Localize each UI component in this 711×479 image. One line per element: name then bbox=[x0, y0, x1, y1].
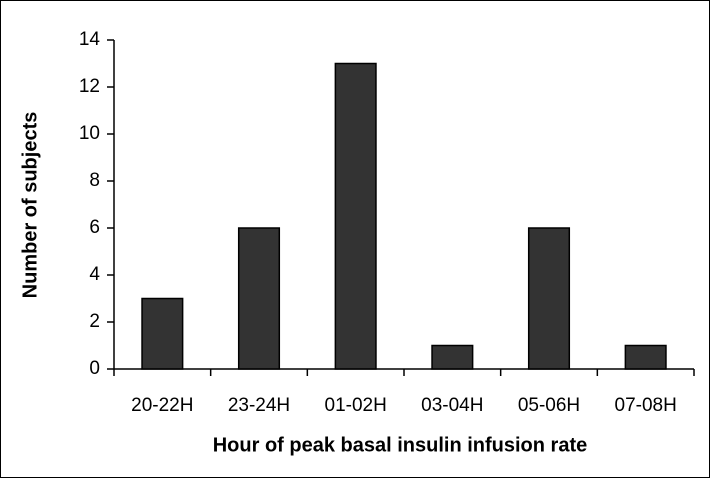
y-tick-label: 4 bbox=[89, 264, 100, 285]
x-tick-label: 03-04H bbox=[421, 395, 483, 416]
y-tick-label: 12 bbox=[79, 76, 100, 97]
x-axis-label: Hour of peak basal insulin infusion rate bbox=[213, 434, 588, 456]
bar bbox=[624, 344, 667, 370]
x-tick-label: 23-24H bbox=[228, 395, 290, 416]
x-tick-label: 05-06H bbox=[518, 395, 580, 416]
x-tick-label: 20-22H bbox=[131, 395, 193, 416]
y-tick-label: 2 bbox=[89, 311, 100, 332]
bar bbox=[431, 344, 474, 370]
x-tick-label: 01-02H bbox=[325, 395, 387, 416]
y-tick-label: 6 bbox=[89, 217, 100, 238]
y-tick-label: 14 bbox=[79, 29, 101, 50]
y-tick-label: 8 bbox=[89, 170, 100, 191]
bar bbox=[334, 62, 377, 370]
y-tick-label: 0 bbox=[89, 358, 100, 379]
bar bbox=[141, 297, 184, 370]
y-axis-label: Number of subjects bbox=[19, 112, 41, 299]
y-tick-label: 10 bbox=[79, 123, 100, 144]
x-tick-label: 07-08H bbox=[615, 395, 677, 416]
bar bbox=[527, 227, 571, 370]
bar bbox=[237, 227, 281, 370]
